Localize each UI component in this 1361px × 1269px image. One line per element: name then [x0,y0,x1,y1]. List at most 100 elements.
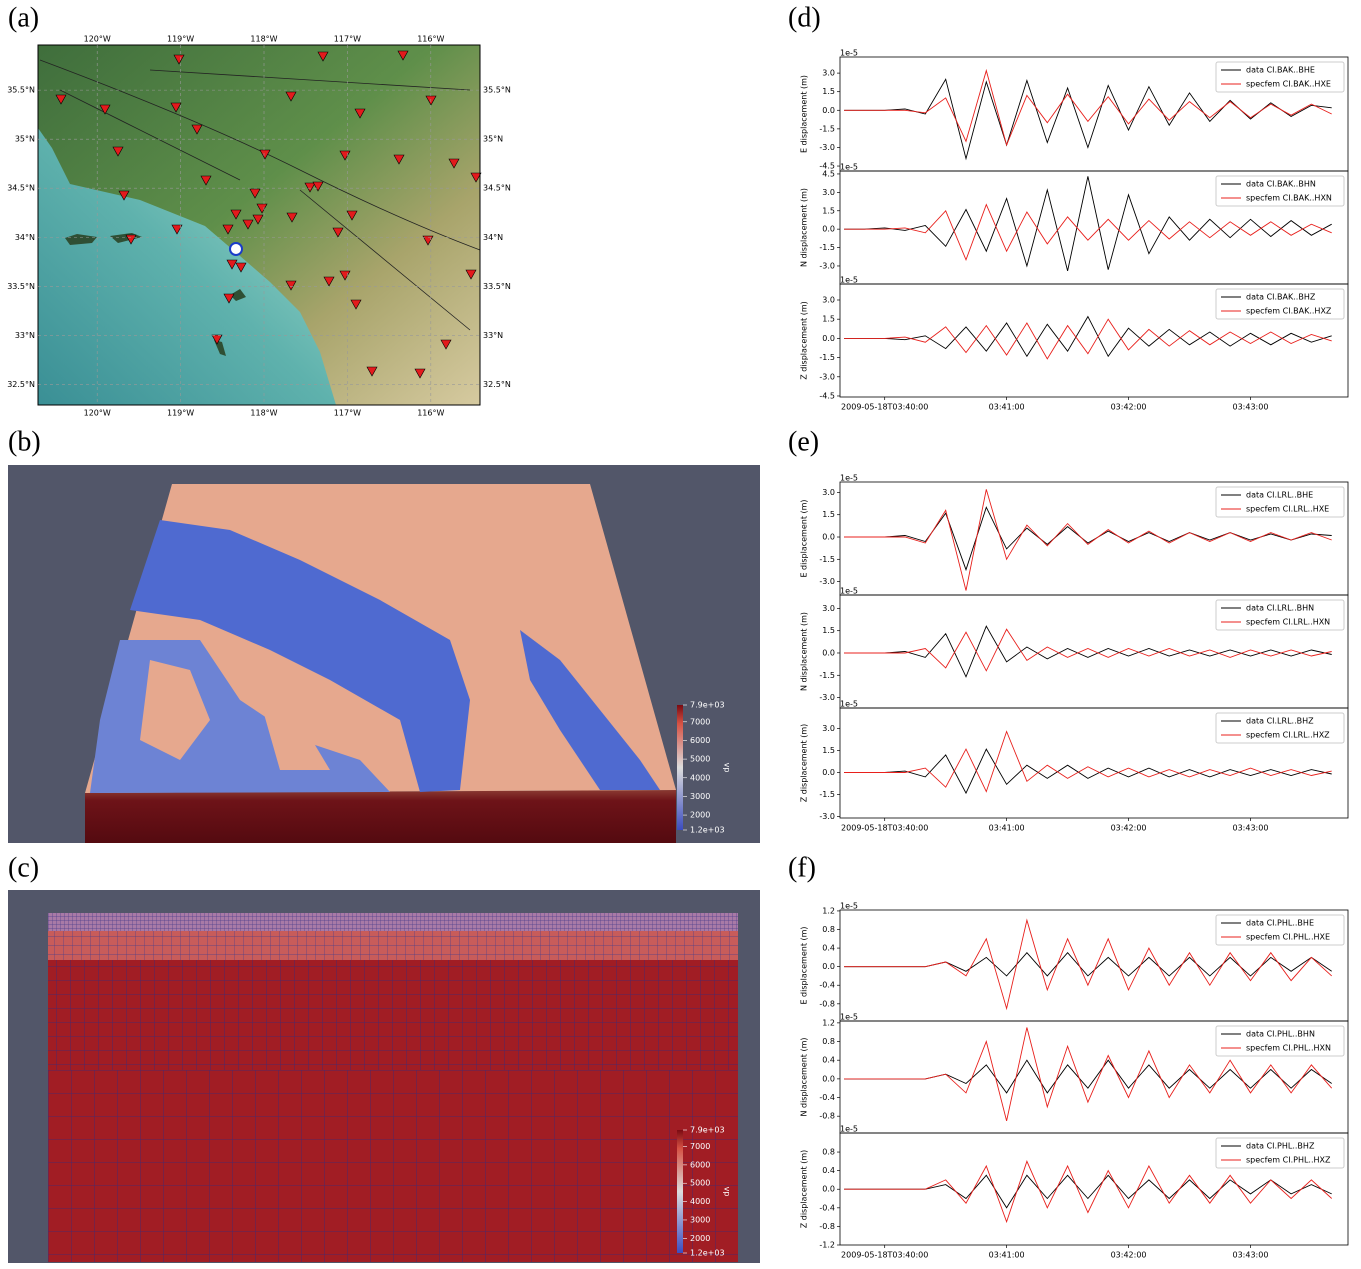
y-tick-label: 33.5°N [7,282,35,291]
x-tick-label: 119°W [167,409,194,418]
y-tick-label: -1.5 [819,353,835,362]
colorbar-tick-label: 4000 [690,1197,710,1206]
waveform [844,1175,1332,1208]
y-tick-label: 34.5°N [7,184,35,193]
offset-text: 1e-5 [840,163,858,172]
y-tick-label: 34°N [483,233,503,242]
y-tick-label: 3.0 [822,188,835,197]
legend-label: data CI.LRL..BHN [1246,604,1314,613]
y-tick-label: 1.5 [822,626,835,635]
y-tick-label: -1.5 [819,124,835,133]
figure: (a) (b) (c) (d) (e) (f) 120°W120°W119°W1… [0,0,1361,1269]
x-tick-label: 03:41:00 [989,1251,1025,1260]
y-tick-label: 0.8 [822,1037,835,1046]
legend-label: specfem CI.PHL..HXE [1246,933,1330,942]
y-tick-label: 4.5 [822,169,835,178]
colorbar-tick-label: 7.9e+03 [690,1126,725,1135]
y-tick-label: 0.0 [822,1074,835,1083]
y-axis-label: Z displacement (m) [800,301,809,380]
colorbar-tick-label: 3000 [690,792,710,801]
legend-label: data CI.LRL..BHZ [1246,717,1314,726]
y-tick-label: -0.8 [819,1222,835,1231]
y-tick-label: 3.0 [822,488,835,497]
y-tick-label: 1.5 [822,746,835,755]
y-tick-label: 33.5°N [483,282,511,291]
y-tick-label: 0.4 [822,944,835,953]
legend-label: data CI.PHL..BHE [1246,919,1314,928]
colorbar-tick-label: 2000 [690,811,710,820]
x-tick-label: 119°W [167,35,194,44]
legend-label: data CI.PHL..BHN [1246,1030,1315,1039]
y-axis-label: E displacement (m) [800,499,809,577]
y-tick-label: 34.5°N [483,184,511,193]
y-tick-label: 33°N [483,331,503,340]
colorbar [677,1130,683,1253]
x-tick-label: 03:43:00 [1232,1251,1268,1260]
y-tick-label: 0.0 [822,533,835,542]
y-tick-label: -0.4 [819,1203,835,1212]
waveform [844,317,1332,357]
y-tick-label: -3.0 [819,693,835,702]
colorbar [677,705,683,830]
colorbar-tick-label: 7000 [690,717,710,726]
y-tick-label: 1.5 [822,87,835,96]
y-tick-label: 0.0 [822,225,835,234]
legend-label: data CI.BAK..BHE [1246,66,1315,75]
y-tick-label: -3.0 [819,372,835,381]
offset-text: 1e-5 [840,276,858,285]
offset-text: 1e-5 [840,1013,858,1022]
waveform [844,205,1332,260]
y-tick-label: 0.8 [822,1148,835,1157]
colorbar-tick-label: 6000 [690,736,710,745]
waveform [844,1161,1332,1222]
legend-label: data CI.PHL..BHZ [1246,1142,1315,1151]
colorbar-tick-label: 1.2e+03 [690,826,725,835]
y-tick-label: -0.4 [819,1093,835,1102]
y-tick-label: 1.5 [822,510,835,519]
mesh-finest [48,913,738,931]
y-tick-label: 0.8 [822,925,835,934]
x-tick-label: 120°W [84,409,111,418]
y-tick-label: 0.4 [822,1166,835,1175]
y-axis-label: E displacement (m) [800,75,809,153]
y-tick-label: 32.5°N [7,380,35,389]
y-tick-label: -1.5 [819,671,835,680]
colorbar-tick-label: 3000 [690,1215,710,1224]
mesh-view [8,890,760,1263]
y-tick-label: -3.0 [819,812,835,821]
panel-label: (c) [8,852,39,883]
panel-label: (a) [8,2,39,33]
y-axis-label: N displacement (m) [800,1037,809,1116]
offset-text: 1e-5 [840,902,858,911]
y-tick-label: -1.2 [819,1241,835,1250]
event [230,243,242,255]
offset-text: 1e-5 [840,700,858,709]
x-tick-label: 03:42:00 [1111,1251,1147,1260]
x-tick-label: 2009-05-18T03:40:00 [841,403,928,412]
y-tick-label: -0.8 [819,999,835,1008]
offset-text: 1e-5 [840,49,858,58]
y-tick-label: 33°N [15,331,35,340]
y-axis-label: N displacement (m) [800,188,809,267]
y-tick-label: 3.0 [822,604,835,613]
model-view [8,465,760,843]
waveform [844,629,1332,671]
y-tick-label: 3.0 [822,295,835,304]
legend-label: specfem CI.BAK..HXZ [1246,307,1332,316]
waveform [844,1060,1332,1093]
x-tick-label: 03:43:00 [1232,824,1268,833]
y-tick-label: 1.5 [822,315,835,324]
colorbar-tick-label: 2000 [690,1234,710,1243]
y-tick-label: 0.4 [822,1056,835,1065]
y-tick-label: -3.0 [819,577,835,586]
y-tick-label: 1.5 [822,206,835,215]
panel-label: (d) [788,2,821,33]
y-tick-label: -0.4 [819,981,835,990]
x-tick-label: 118°W [250,35,277,44]
x-tick-label: 03:41:00 [989,824,1025,833]
waveform [844,319,1332,359]
y-tick-label: 35.5°N [7,86,35,95]
colorbar-tick-label: 7.9e+03 [690,701,725,710]
y-tick-label: 1.2 [822,906,835,915]
legend-label: specfem CI.PHL..HXN [1246,1044,1331,1053]
